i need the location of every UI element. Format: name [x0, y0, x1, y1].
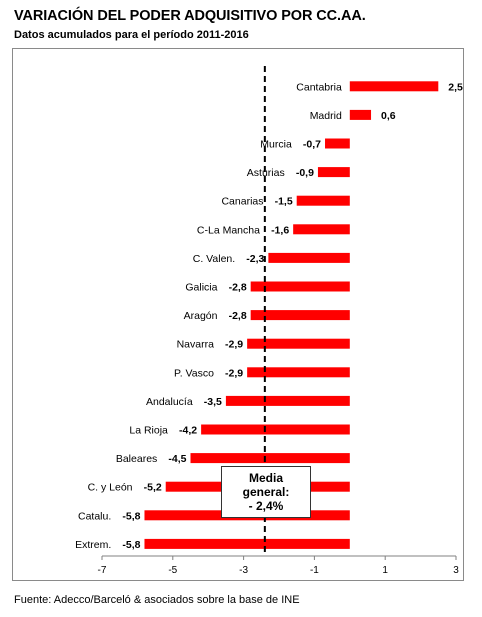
category-label: Navarra [177, 339, 215, 351]
x-axis-ticks: -7 -5 -3 -1 1 3 [98, 556, 459, 576]
category-label: P. Vasco [174, 367, 214, 379]
value-label: -2,3 [246, 253, 264, 265]
average-annotation-box: Media general: - 2,4% [221, 466, 311, 518]
x-tick-label: -7 [98, 565, 107, 576]
bar [268, 252, 350, 263]
bar [296, 195, 350, 206]
value-label: -1,5 [275, 196, 293, 208]
bar [250, 310, 350, 321]
category-label: Asturias [247, 167, 285, 179]
value-label: 0,6 [381, 110, 396, 122]
bar [349, 109, 372, 120]
annotation-line-2: general: [242, 485, 290, 499]
chart-subtitle: Datos acumulados para el período 2011-20… [14, 29, 249, 41]
category-label: Madrid [310, 110, 342, 122]
bar [225, 395, 350, 406]
category-label: C-La Mancha [197, 224, 260, 236]
bar [144, 538, 350, 549]
value-label: -2,8 [229, 310, 247, 322]
category-label: Aragón [184, 310, 218, 322]
category-label: Murcia [260, 139, 292, 151]
category-label: Canarias [221, 196, 263, 208]
source-note: Fuente: Adecco/Barceló & asociados sobre… [14, 594, 300, 606]
value-label: -5,8 [122, 539, 140, 551]
x-tick-label: -3 [239, 565, 248, 576]
bar [250, 281, 350, 292]
value-label: -0,7 [303, 139, 321, 151]
value-label: 2,5 [448, 81, 463, 93]
annotation-line-3: - 2,4% [248, 499, 284, 513]
annotation-line-1: Media [248, 471, 283, 485]
bar [317, 167, 350, 178]
category-label: Andalucía [146, 396, 193, 408]
value-label: -5,8 [122, 510, 140, 522]
x-tick-label: 3 [453, 565, 459, 576]
value-label: -1,6 [271, 224, 289, 236]
bar [293, 224, 350, 235]
x-tick-label: 1 [382, 565, 388, 576]
chart-frame [12, 48, 464, 581]
chart-title: VARIACIÓN DEL PODER ADQUISITIVO POR CC.A… [14, 8, 366, 24]
category-label: C. Valen. [193, 253, 235, 265]
value-label: -3,5 [204, 396, 222, 408]
value-label: -4,5 [168, 453, 186, 465]
bar [247, 367, 350, 378]
value-label: -2,9 [225, 367, 243, 379]
category-label: Galicia [185, 282, 217, 294]
bar [247, 338, 350, 349]
bar [201, 424, 350, 435]
bar [325, 138, 350, 149]
value-label: -0,9 [296, 167, 314, 179]
category-label: Catalu. [78, 510, 111, 522]
category-label: La Rioja [129, 425, 168, 437]
value-label: -2,8 [229, 282, 247, 294]
category-label: Baleares [116, 453, 157, 465]
value-label: -5,2 [144, 482, 162, 494]
bar [190, 453, 350, 464]
labels-layer: Cantabria 2,5 Madrid 0,6 -0,7 Murcia -0,9 Astur… [75, 81, 463, 551]
category-label: C. y León [88, 482, 133, 494]
value-label: -4,2 [179, 425, 197, 437]
category-label: Extrem. [75, 539, 111, 551]
x-tick-label: -1 [310, 565, 319, 576]
bar [349, 81, 439, 92]
value-label: -2,9 [225, 339, 243, 351]
category-label: Cantabria [296, 81, 342, 93]
x-tick-label: -5 [168, 565, 177, 576]
